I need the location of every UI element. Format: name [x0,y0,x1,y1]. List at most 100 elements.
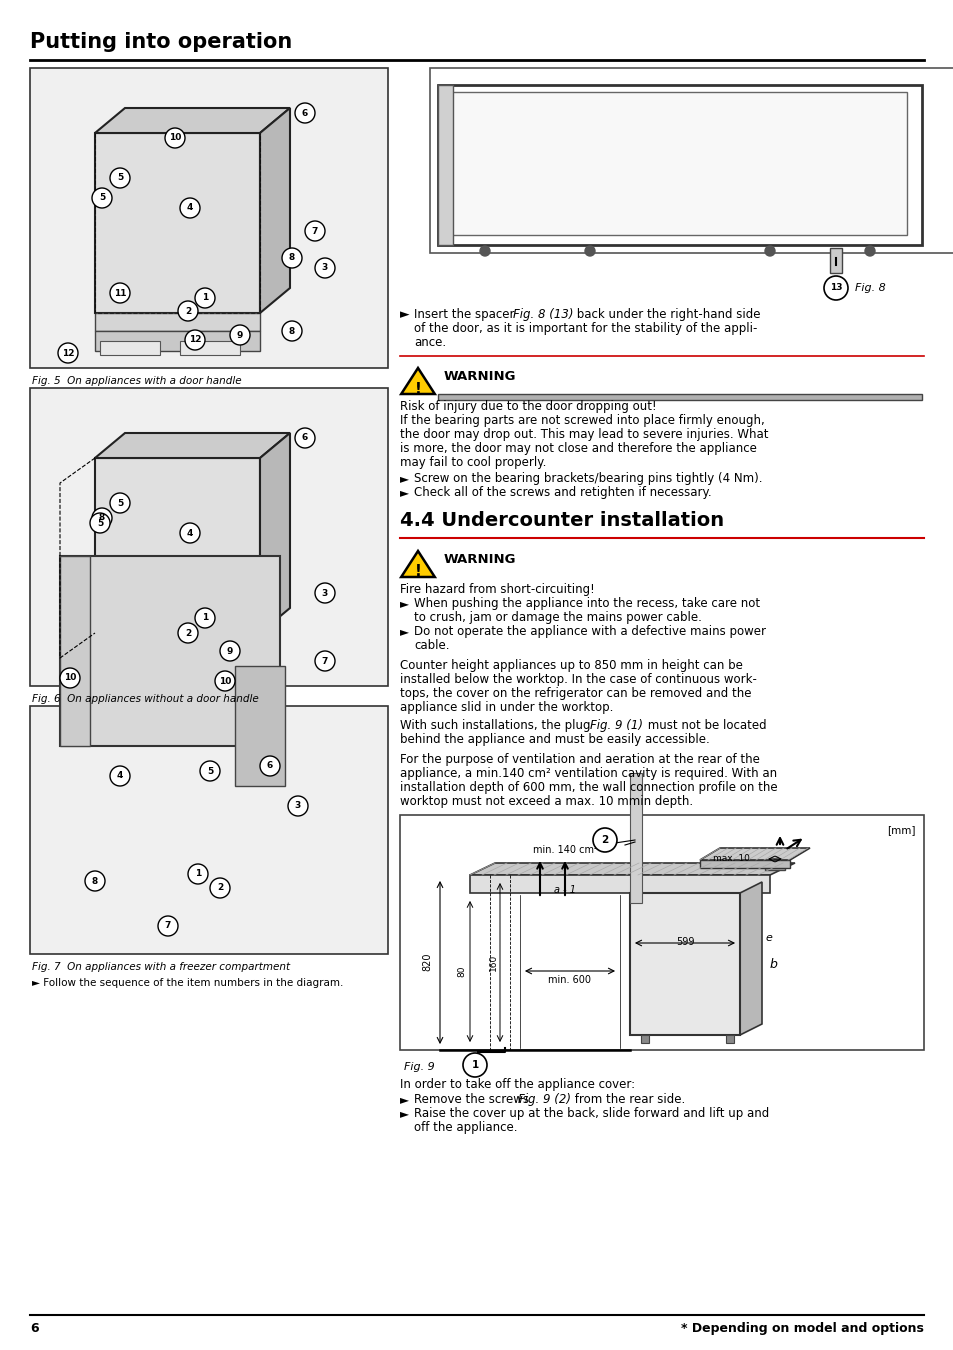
Text: 13: 13 [829,284,841,293]
Bar [95,313,260,331]
Circle shape [60,668,80,688]
Circle shape [282,248,302,269]
Text: may fail to cool properly.: may fail to cool properly. [399,456,546,468]
Text: installation depth of 600 mm, the wall connection profile on the: installation depth of 600 mm, the wall c… [399,782,777,794]
Text: 8: 8 [289,254,294,262]
Text: 12: 12 [62,348,74,358]
Circle shape [593,828,617,852]
Text: 9: 9 [227,647,233,656]
Text: Insert the spacer: Insert the spacer [414,308,517,321]
Bar [60,556,90,747]
Text: Screw on the bearing brackets/bearing pins tightly (4 Nm).: Screw on the bearing brackets/bearing pi… [414,472,761,485]
Circle shape [260,756,280,776]
Circle shape [479,246,490,256]
Text: Raise the cover up at the back, slide forward and lift up and: Raise the cover up at the back, slide fo… [414,1107,768,1120]
Text: With such installations, the plug: With such installations, the plug [399,720,594,732]
Text: 6: 6 [301,108,308,117]
Text: 4: 4 [187,528,193,537]
Text: 11: 11 [113,289,126,297]
Text: Fig. 8 (13): Fig. 8 (13) [513,308,573,321]
Text: WARNING: WARNING [443,554,516,566]
Bar [30,68,388,369]
Text: appliance, a min.140 cm² ventilation cavity is required. With an: appliance, a min.140 cm² ventilation cav… [399,767,777,780]
Polygon shape [470,863,794,875]
Text: 1: 1 [202,293,208,302]
Circle shape [584,246,595,256]
Circle shape [180,198,200,217]
Polygon shape [95,134,260,313]
Text: 7: 7 [321,656,328,666]
Text: max. 10: max. 10 [713,855,749,863]
Text: Fig. 8: Fig. 8 [854,284,884,293]
Circle shape [230,325,250,346]
Text: 2: 2 [216,883,223,892]
Text: appliance slid in under the worktop.: appliance slid in under the worktop. [399,701,613,714]
Text: 4: 4 [187,204,193,212]
Text: 8: 8 [91,876,98,886]
Text: 1: 1 [194,869,201,879]
Circle shape [110,765,130,786]
Bar [448,92,906,235]
Circle shape [314,258,335,278]
Bar [725,1035,733,1044]
Text: ►: ► [399,597,409,610]
Polygon shape [470,875,769,892]
Text: min. 600: min. 600 [548,975,591,985]
Text: * Depending on model and options: * Depending on model and options [680,1322,923,1335]
Bar [399,815,923,1050]
Text: 8: 8 [289,327,294,336]
Text: min. 140 cm²: min. 140 cm² [532,845,597,855]
Text: tops, the cover on the refrigerator can be removed and the: tops, the cover on the refrigerator can … [399,687,751,701]
Text: ►: ► [399,486,409,500]
Bar [180,662,240,675]
Circle shape [165,128,185,148]
Bar [100,662,160,675]
Text: the door may drop out. This may lead to severe injuries. What: the door may drop out. This may lead to … [399,428,768,441]
Text: 6: 6 [30,1322,38,1335]
Text: When pushing the appliance into the recess, take care not: When pushing the appliance into the rece… [414,597,760,610]
Text: 1: 1 [202,613,208,622]
Circle shape [210,878,230,898]
Bar [629,774,641,903]
Text: Remove the screws: Remove the screws [414,1094,532,1106]
Polygon shape [401,369,435,394]
Text: 80: 80 [456,965,465,977]
Text: 599: 599 [675,937,694,946]
Bar [95,633,260,651]
Circle shape [110,167,130,188]
Polygon shape [95,458,260,633]
Circle shape [288,796,308,815]
Text: 3: 3 [321,589,328,598]
Bar [30,387,388,686]
Circle shape [282,321,302,342]
Circle shape [294,428,314,448]
Text: For the purpose of ventilation and aeration at the rear of the: For the purpose of ventilation and aerat… [399,753,760,765]
Text: 5: 5 [99,193,105,202]
Text: ance.: ance. [414,336,446,350]
Circle shape [194,288,214,308]
Text: of the door, as it is important for the stability of the appli-: of the door, as it is important for the … [414,323,757,335]
Bar [95,331,260,351]
Text: Fig. 9 (1): Fig. 9 (1) [589,720,642,732]
Text: ►: ► [399,308,409,321]
Circle shape [188,864,208,884]
Text: Fig. 6  On appliances without a door handle: Fig. 6 On appliances without a door hand… [32,694,258,703]
Polygon shape [260,433,290,633]
Text: b: b [769,957,777,971]
Circle shape [158,917,178,936]
Text: 12: 12 [189,336,201,344]
Text: 2: 2 [185,306,191,316]
Text: 6: 6 [301,433,308,443]
Text: Check all of the screws and retighten if necessary.: Check all of the screws and retighten if… [414,486,711,500]
Polygon shape [700,848,809,860]
Text: 2: 2 [185,629,191,637]
Bar [95,651,260,671]
Text: 7: 7 [165,922,171,930]
Text: to crush, jam or damage the mains power cable.: to crush, jam or damage the mains power … [414,612,701,624]
Circle shape [220,641,240,662]
Circle shape [180,522,200,543]
Circle shape [58,343,78,363]
Text: 3: 3 [294,802,301,810]
Text: is more, the door may not close and therefore the appliance: is more, the door may not close and ther… [399,441,756,455]
Circle shape [823,275,847,300]
